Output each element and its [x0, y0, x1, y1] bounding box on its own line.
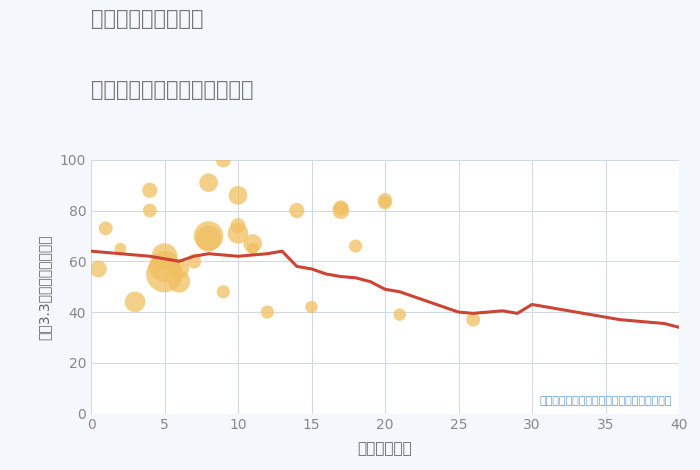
Point [144, 187, 155, 194]
Point [350, 243, 361, 250]
Point [394, 311, 405, 318]
Text: 築年数別中古マンション価格: 築年数別中古マンション価格 [91, 80, 253, 100]
Point [174, 265, 185, 273]
Point [188, 258, 199, 265]
Point [115, 245, 126, 252]
Point [468, 316, 479, 323]
Point [100, 225, 111, 232]
Point [306, 303, 317, 311]
Point [144, 207, 155, 214]
Text: 三重県松阪市笠松町: 三重県松阪市笠松町 [91, 9, 204, 30]
Point [203, 179, 214, 187]
Point [232, 192, 244, 199]
Point [247, 240, 258, 247]
Point [262, 308, 273, 316]
Point [159, 263, 170, 270]
Point [335, 207, 346, 214]
Text: 円の大きさは、取引のあった物件面積を示す: 円の大きさは、取引のあった物件面積を示す [539, 396, 672, 406]
Point [159, 270, 170, 278]
Point [291, 207, 302, 214]
Point [232, 222, 244, 229]
Point [247, 245, 258, 252]
Point [335, 204, 346, 212]
Point [218, 288, 229, 296]
X-axis label: 築年数（年）: 築年数（年） [358, 441, 412, 456]
Point [379, 196, 391, 204]
Point [379, 199, 391, 207]
Point [218, 156, 229, 164]
Point [159, 252, 170, 260]
Point [203, 232, 214, 240]
Point [203, 235, 214, 242]
Point [232, 230, 244, 237]
Point [92, 265, 104, 273]
Point [130, 298, 141, 306]
Point [174, 278, 185, 285]
Y-axis label: 平（3.3㎡）単価（万円）: 平（3.3㎡）単価（万円） [37, 234, 51, 339]
